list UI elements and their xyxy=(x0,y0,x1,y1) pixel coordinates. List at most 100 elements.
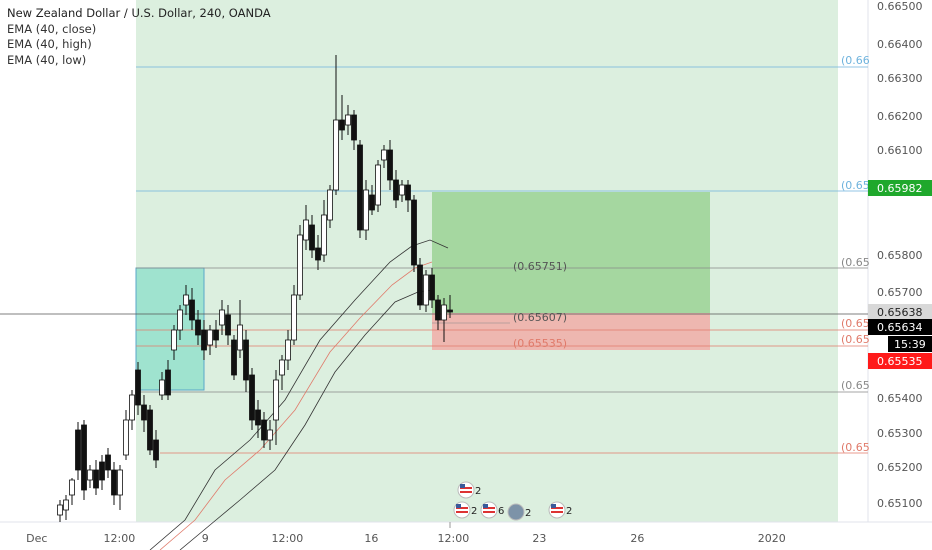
candle-0[interactable] xyxy=(57,504,63,516)
candle-27[interactable] xyxy=(219,309,225,326)
ema-close-line[interactable] xyxy=(149,239,449,550)
candle-33[interactable] xyxy=(255,409,261,426)
candle-6[interactable] xyxy=(93,469,99,489)
candle-13[interactable] xyxy=(135,369,141,406)
candle-46[interactable] xyxy=(333,119,339,191)
candle-39[interactable] xyxy=(291,294,297,341)
candle-1[interactable] xyxy=(63,499,69,511)
us-flag-icon-stripe-b xyxy=(460,491,472,493)
candle-63[interactable] xyxy=(435,299,441,321)
us-flag-icon-stripe-a xyxy=(456,507,468,509)
candle-53[interactable] xyxy=(375,164,381,206)
candle-36[interactable] xyxy=(273,379,279,421)
candle-40[interactable] xyxy=(297,234,303,296)
candle-42[interactable] xyxy=(309,224,315,251)
candle-60[interactable] xyxy=(417,264,423,306)
candle-18[interactable] xyxy=(165,369,171,396)
candle-47[interactable] xyxy=(339,119,345,131)
candle-54[interactable] xyxy=(381,149,387,161)
candle-50[interactable] xyxy=(357,144,363,231)
take-profit-zone[interactable] xyxy=(432,192,710,313)
price-axis[interactable] xyxy=(868,0,932,522)
candle-12[interactable] xyxy=(129,394,135,421)
candle-37[interactable] xyxy=(279,359,285,376)
candle-19[interactable] xyxy=(171,329,177,351)
candle-62[interactable] xyxy=(429,274,435,301)
candle-44[interactable] xyxy=(321,214,327,256)
time-label-0: Dec xyxy=(26,532,47,545)
candle-51[interactable] xyxy=(363,189,369,231)
candle-15[interactable] xyxy=(147,409,153,451)
candle-16[interactable] xyxy=(153,439,159,461)
candle-65[interactable] xyxy=(447,309,453,313)
candle-41[interactable] xyxy=(303,219,309,241)
candle-14[interactable] xyxy=(141,404,147,421)
candle-10[interactable] xyxy=(117,469,123,496)
candle-57[interactable] xyxy=(399,184,405,196)
globe-icon[interactable] xyxy=(507,503,525,521)
candle-29[interactable] xyxy=(231,339,237,376)
price-tick-2: 0.66300 xyxy=(877,72,923,85)
ema-high-line[interactable] xyxy=(159,261,433,550)
candle-55[interactable] xyxy=(387,149,393,181)
ema-high-label[interactable]: EMA (40, high) xyxy=(7,37,92,51)
time-label-2: 9 xyxy=(202,532,209,545)
event-count-0: 2 xyxy=(475,486,481,497)
candle-56[interactable] xyxy=(393,179,399,201)
candle-25[interactable] xyxy=(207,329,213,346)
line-label-2: (0.65 xyxy=(841,256,870,269)
price-tick-9: 0.65200 xyxy=(877,461,923,474)
candle-9[interactable] xyxy=(111,469,117,496)
candle-26[interactable] xyxy=(213,329,219,341)
candle-48[interactable] xyxy=(345,114,351,126)
candle-32[interactable] xyxy=(249,374,255,421)
candle-8[interactable] xyxy=(105,454,111,471)
candle-31[interactable] xyxy=(243,339,249,381)
candle-24[interactable] xyxy=(201,329,207,351)
candle-59[interactable] xyxy=(411,199,417,266)
badge-countdown: 15:39 xyxy=(894,338,926,351)
ema-close-label[interactable]: EMA (40, close) xyxy=(7,21,97,36)
candle-52[interactable] xyxy=(369,194,375,211)
candle-45[interactable] xyxy=(327,189,333,221)
candle-20[interactable] xyxy=(177,309,183,331)
candle-11[interactable] xyxy=(123,419,129,456)
candle-49[interactable] xyxy=(351,114,357,141)
candle-28[interactable] xyxy=(225,314,231,336)
time-label-1: 12:00 xyxy=(104,532,136,545)
candle-2[interactable] xyxy=(69,479,75,496)
candle-22[interactable] xyxy=(189,299,195,321)
price-tick-8: 0.65300 xyxy=(877,427,923,440)
candle-35[interactable] xyxy=(267,429,273,441)
candle-5[interactable] xyxy=(87,469,93,481)
candle-58[interactable] xyxy=(405,184,411,201)
event-count-1: 2 xyxy=(471,506,477,517)
us-flag-icon-stripe-b xyxy=(456,511,468,513)
candle-61[interactable] xyxy=(423,274,429,306)
line-label-6: (0.65 xyxy=(841,441,870,454)
us-flag-icon-canton xyxy=(551,504,556,508)
ema-low-label[interactable]: EMA (40, low) xyxy=(7,52,87,67)
price-tick-10: 0.65100 xyxy=(877,497,923,510)
stop-loss-zone[interactable] xyxy=(432,313,710,350)
candle-30[interactable] xyxy=(237,324,243,351)
candle-23[interactable] xyxy=(195,319,201,336)
time-label-4: 16 xyxy=(364,532,378,545)
candle-21[interactable] xyxy=(183,294,189,306)
candle-34[interactable] xyxy=(261,419,267,441)
candle-64[interactable] xyxy=(441,304,447,321)
candle-7[interactable] xyxy=(99,461,105,481)
line-label-0: (0.66 xyxy=(841,54,870,67)
candle-3[interactable] xyxy=(75,429,81,471)
entry-label: (0.65607) xyxy=(513,311,567,324)
candle-38[interactable] xyxy=(285,339,291,361)
candle-17[interactable] xyxy=(159,379,165,396)
candle-43[interactable] xyxy=(315,247,321,261)
us-flag-icon-stripe-a xyxy=(460,487,472,489)
ema-low-line[interactable] xyxy=(179,289,433,550)
line-label-1: (0.65 xyxy=(841,179,870,192)
candle-4[interactable] xyxy=(81,424,87,491)
time-label-8: 2020 xyxy=(758,532,786,545)
